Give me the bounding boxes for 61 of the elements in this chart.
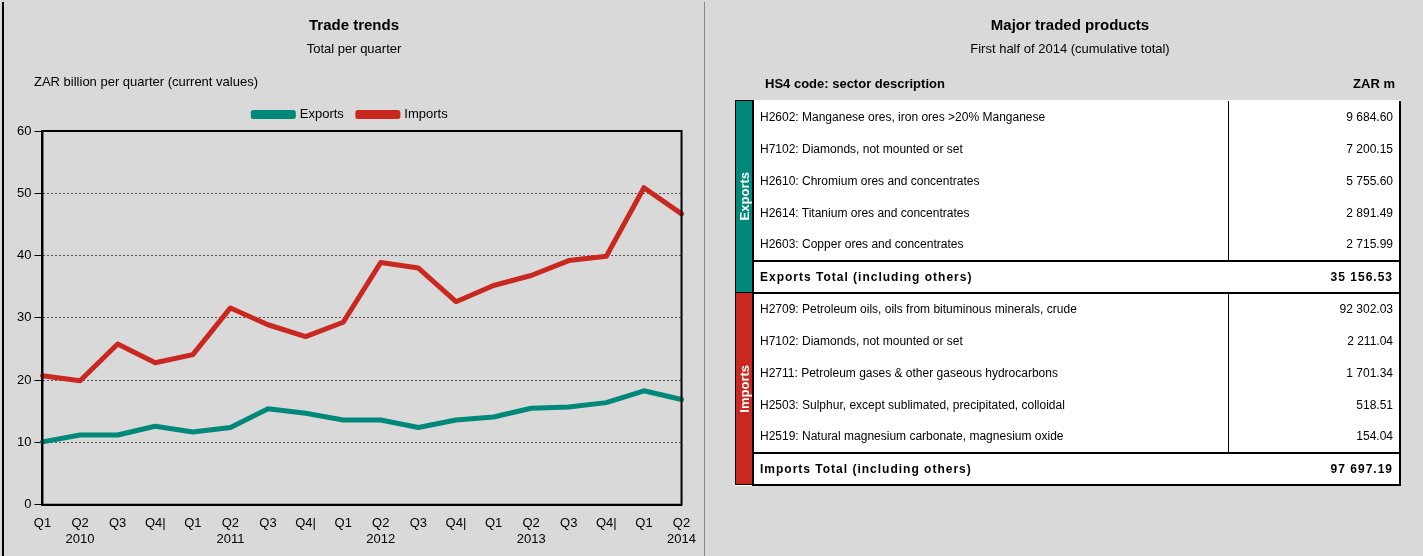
x-tick-label: Q3 <box>108 515 127 531</box>
chart-subtitle: Total per quarter <box>305 41 403 56</box>
y-tick-label: 30 <box>16 309 32 325</box>
data-label: 97 697.19 <box>1228 452 1400 485</box>
x-tick-label: Q1 <box>334 515 352 531</box>
category-label: H2603: Copper ores and concentrates <box>753 228 1229 261</box>
text: Major traded products <box>989 16 1151 33</box>
data-label: 2 211.04 <box>1228 324 1400 357</box>
data-label: 7 200.15 <box>1228 132 1400 165</box>
category-label: Imports Total (including others) <box>753 452 1229 485</box>
text: ZAR m <box>1353 76 1395 91</box>
category-label: Exports Total (including others) <box>753 260 1229 293</box>
x-tick-label: Q4| <box>595 515 617 531</box>
text: First half of 2014 (cumulative total) <box>969 41 1171 56</box>
x-tick-label: Q2 2012 <box>366 515 396 546</box>
x-tick-label: Q3 <box>560 515 578 531</box>
group-tab: Imports <box>735 292 753 485</box>
data-label: 1 701.34 <box>1228 356 1400 389</box>
data-label: 9 684.60 <box>1228 100 1400 133</box>
category-label: H7102: Diamonds, not mounted or set <box>753 324 1229 357</box>
category-label: H2610: Chromium ores and concentrates <box>753 164 1229 197</box>
y-tick-label: 20 <box>16 371 32 387</box>
category-label: H2614: Titanium ores and concentrates <box>753 196 1229 229</box>
x-tick-label: Q3 <box>409 515 428 531</box>
category-label: H2709: Petroleum oils, oils from bituminous minerals, crude <box>753 292 1229 325</box>
category-label: H2602: Manganese ores, iron ores >20% Manganese <box>753 100 1229 133</box>
legend-label: Exports <box>299 106 345 122</box>
data-label: 154.04 <box>1228 420 1400 453</box>
x-tick-label: Q2 2013 <box>516 515 546 546</box>
x-tick-label: Q4| <box>144 515 166 531</box>
data-label: 518.51 <box>1228 388 1400 421</box>
x-tick-label: Q1 <box>184 515 202 531</box>
data-label: 5 755.60 <box>1228 164 1400 197</box>
text: HS4 code: sector description <box>765 76 945 91</box>
data-label: 2 891.49 <box>1228 196 1400 229</box>
x-tick-label: Q2 2014 <box>667 515 696 546</box>
series-label: Exports <box>736 172 752 221</box>
x-tick-label: Q1 <box>635 515 653 531</box>
x-tick-label: Q2 2011 <box>216 515 245 546</box>
legend-label: Imports <box>404 106 449 122</box>
x-tick-label: Q4| <box>445 515 467 531</box>
category-label: H2503: Sulphur, except sublimated, precipitated, colloidal <box>753 388 1229 421</box>
x-tick-label: Q4| <box>295 515 316 531</box>
chart-title: Trade trends <box>308 16 400 33</box>
y-axis-title: ZAR billion per quarter (current values) <box>34 74 258 89</box>
x-tick-label: Q2 2010 <box>65 515 95 546</box>
x-tick-label: Q1 <box>484 515 503 531</box>
y-tick-label: 60 <box>16 122 32 138</box>
y-tick-label: 40 <box>16 247 32 263</box>
category-label: H2519: Natural magnesium carbonate, magnesium oxide <box>753 420 1229 453</box>
category-label: H7102: Diamonds, not mounted or set <box>753 132 1229 165</box>
y-tick-label: 50 <box>16 184 32 200</box>
y-tick-label: 0 <box>24 496 32 512</box>
data-label: 92 302.03 <box>1228 292 1400 325</box>
y-tick-label: 10 <box>16 434 32 450</box>
data-label: 2 715.99 <box>1228 228 1400 261</box>
data-label: 35 156.53 <box>1228 260 1400 293</box>
category-label: H2711: Petroleum gases & other gaseous hydrocarbons <box>753 356 1229 389</box>
x-tick-label: Q3 <box>259 515 277 531</box>
x-tick-label: Q1 <box>33 515 52 531</box>
group-tab: Exports <box>735 100 753 293</box>
